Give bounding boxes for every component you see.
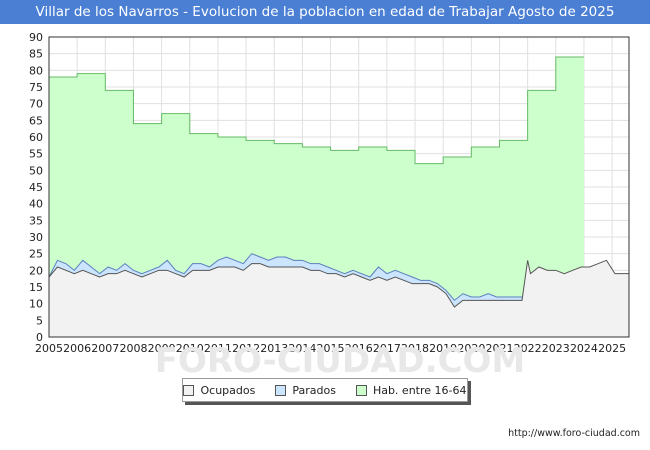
y-tick-label: 5	[36, 314, 43, 327]
y-tick-label: 15	[29, 281, 43, 294]
y-tick-label: 80	[29, 64, 43, 77]
y-tick-label: 45	[29, 181, 43, 194]
y-tick-label: 40	[29, 198, 43, 211]
x-tick-label: 2006	[63, 342, 91, 355]
x-tick-label: 2007	[91, 342, 119, 355]
x-tick-label: 2020	[457, 342, 485, 355]
x-tick-label: 2008	[119, 342, 147, 355]
legend-swatch-ocupados	[183, 384, 195, 396]
series-layer	[48, 56, 629, 337]
legend-item-parados: Parados	[275, 384, 336, 397]
plot-border	[48, 36, 630, 338]
x-tick-label: 2023	[542, 342, 570, 355]
x-tick-label: 2016	[345, 342, 373, 355]
legend-swatch-parados	[275, 384, 287, 396]
y-tick-label: 50	[29, 164, 43, 177]
legend-label-hab: Hab. entre 16-64	[372, 383, 467, 397]
legend-item-ocupados: Ocupados	[183, 384, 255, 397]
y-tick-label: 25	[29, 248, 43, 261]
x-tick-label: 2021	[485, 342, 513, 355]
y-tick-label: 30	[29, 231, 43, 244]
series-line-ocupados	[48, 259, 629, 308]
x-tick-label: 2013	[260, 342, 288, 355]
y-tick-label: 90	[29, 31, 43, 44]
x-tick-label: 2022	[514, 342, 542, 355]
x-tick-label: 2011	[204, 342, 232, 355]
legend-item-hab: Hab. entre 16-64	[355, 383, 467, 397]
y-tick-label: 70	[29, 98, 43, 111]
legend: Ocupados Parados Hab. entre 16-64	[182, 378, 468, 402]
x-tick-label: 2014	[288, 342, 316, 355]
legend-label-parados: Parados	[292, 383, 336, 397]
y-tick-label: 60	[29, 131, 43, 144]
y-tick-label: 55	[29, 148, 43, 161]
watermark: FORO-CIUDAD.COM	[155, 341, 526, 381]
x-tick-label: 2012	[232, 342, 260, 355]
y-tick-label: 35	[29, 214, 43, 227]
y-tick-label: 10	[29, 298, 43, 311]
source-link[interactable]: http://www.foro-ciudad.com	[508, 428, 640, 439]
x-tick-label: 2024	[570, 342, 598, 355]
x-tick-label: 2005	[35, 342, 63, 355]
x-tick-label: 2010	[176, 342, 204, 355]
x-tick-label: 2018	[401, 342, 429, 355]
y-tick-label: 75	[29, 81, 43, 94]
legend-label-ocupados: Ocupados	[200, 383, 256, 397]
series-area-hab	[49, 57, 584, 337]
y-tick-label: 65	[29, 114, 43, 127]
axis-layer: 0510152025303540455055606570758085902005…	[29, 31, 630, 355]
series-area-ocupados	[49, 260, 629, 337]
x-tick-label: 2019	[429, 342, 457, 355]
y-tick-label: 85	[29, 48, 43, 61]
chart-title: Villar de los Navarros - Evolucion de la…	[0, 0, 650, 24]
x-tick-label: 2025	[598, 342, 626, 355]
legend-swatch-hab	[355, 384, 367, 396]
x-tick-label: 2015	[317, 342, 345, 355]
y-tick-label: 0	[36, 331, 43, 344]
x-tick-label: 2017	[373, 342, 401, 355]
x-tick-label: 2009	[148, 342, 176, 355]
series-line-parados	[48, 253, 528, 302]
series-line-hab	[49, 56, 584, 165]
y-tick-label: 20	[29, 264, 43, 277]
